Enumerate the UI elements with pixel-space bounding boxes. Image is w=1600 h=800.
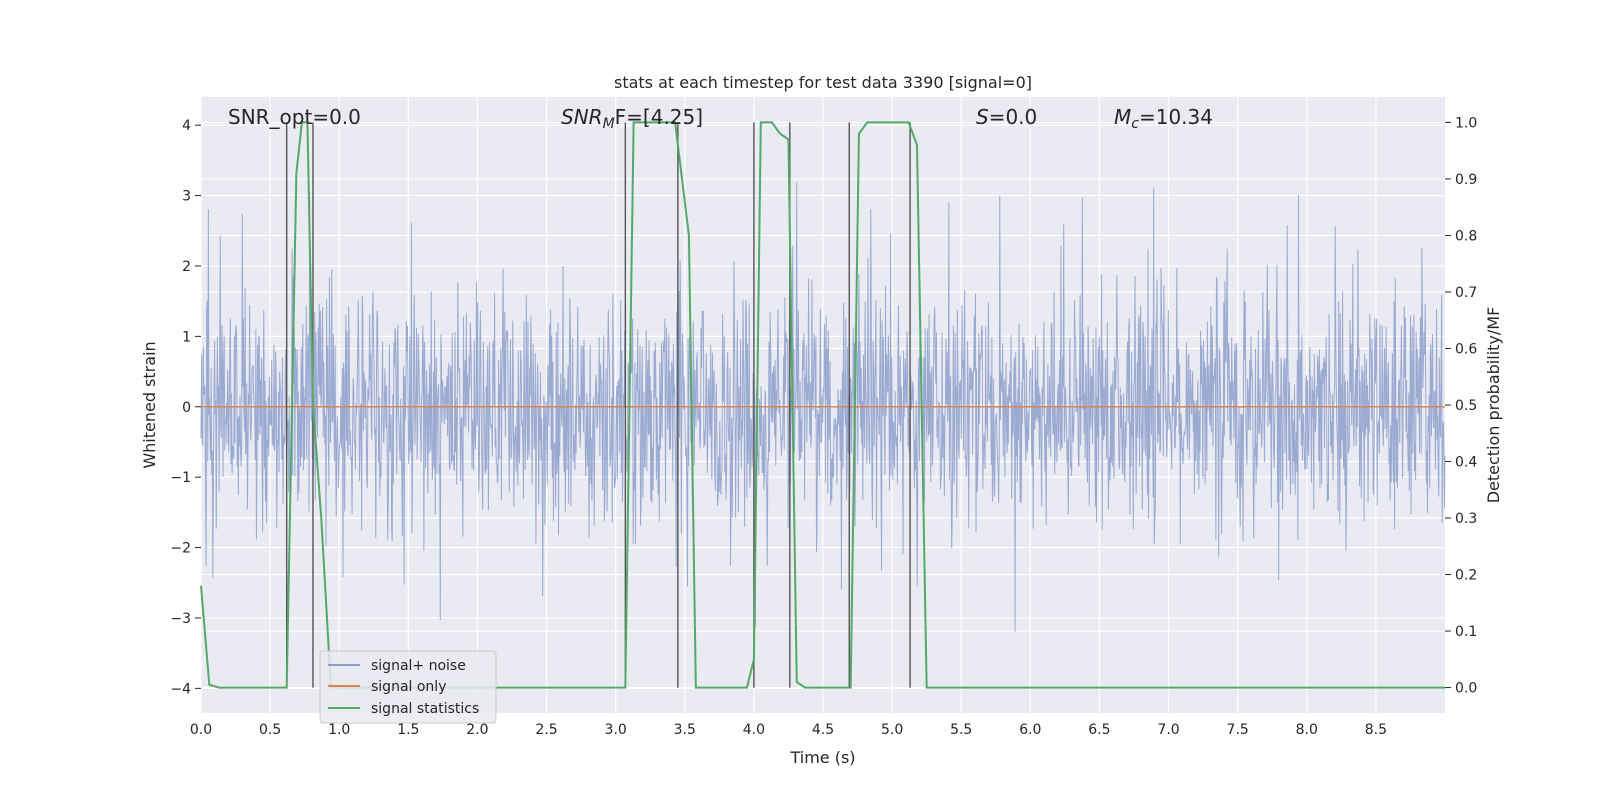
y-right-axis-ticks: 1.0 0.9 0.8 0.7 0.6 0.5 0.4 0.3 0.2 0.1 0.0 — [1445, 115, 1477, 697]
annotation-snr-opt: SNR_opt=0.0 — [228, 105, 361, 129]
y-left-tick-label: 1 — [182, 329, 191, 345]
y-right-tick-label: 0.1 — [1455, 624, 1477, 640]
y-right-tick-label: 0.0 — [1455, 681, 1477, 697]
y-right-tick-label: 0.4 — [1455, 455, 1477, 471]
x-tick-label: 2.0 — [466, 722, 488, 738]
legend-label-signal-noise: signal+ noise — [371, 658, 466, 674]
y-left-axis-label: Whitened strain — [140, 341, 159, 468]
x-tick-label: 6.5 — [1088, 722, 1110, 738]
x-tick-label: 7.5 — [1227, 722, 1249, 738]
annotation-mc-symbol: M — [1114, 105, 1131, 129]
x-tick-label: 3.0 — [605, 722, 627, 738]
y-right-tick-label: 0.9 — [1455, 172, 1477, 188]
x-tick-label: 4.0 — [743, 722, 765, 738]
x-tick-label: 5.0 — [881, 722, 903, 738]
x-tick-label: 1.5 — [397, 722, 419, 738]
annotation-mc: Mc=10.34 — [1114, 105, 1213, 132]
y-left-tick-label: −3 — [170, 611, 191, 627]
x-axis-ticks: 0.0 0.5 1.0 1.5 2.0 2.5 3.0 3.5 4.0 4.5 5.0 5.5 6.0 6… — [190, 722, 1387, 738]
chart-title: stats at each timestep for test data 339… — [614, 73, 1032, 92]
x-tick-label: 2.5 — [535, 722, 557, 738]
legend: signal+ noise signal only signal statist… — [319, 650, 497, 724]
y-right-tick-label: 1.0 — [1455, 115, 1477, 131]
y-left-tick-label: −4 — [170, 681, 191, 697]
y-left-tick-label: 3 — [182, 189, 191, 205]
y-right-axis-label: Detection probability/MF — [1484, 307, 1503, 504]
series-signal-statistics — [200, 121, 1445, 689]
annotation-mc-sub: c — [1131, 116, 1139, 132]
x-tick-label: 8.5 — [1365, 722, 1387, 738]
annotation-mc-rest: =10.34 — [1139, 105, 1213, 129]
y-right-tick-label: 0.3 — [1455, 511, 1477, 527]
x-tick-label: 0.0 — [190, 722, 212, 738]
y-right-tick-label: 0.5 — [1455, 398, 1477, 414]
x-tick-label: 5.5 — [950, 722, 972, 738]
legend-box — [319, 650, 497, 724]
series-signal-noise — [200, 182, 1446, 632]
noise-trace — [200, 182, 1446, 632]
legend-label-signal-only: signal only — [371, 679, 446, 695]
y-right-tick-label: 0.2 — [1455, 568, 1477, 584]
x-tick-label: 3.5 — [674, 722, 696, 738]
x-tick-label: 6.0 — [1019, 722, 1041, 738]
x-tick-label: 0.5 — [259, 722, 281, 738]
y-left-tick-label: 0 — [182, 400, 191, 416]
annotation-snr-mf-main: SNR — [561, 105, 603, 129]
x-tick-label: 7.0 — [1157, 722, 1179, 738]
x-tick-label: 1.0 — [328, 722, 350, 738]
y-right-tick-label: 0.8 — [1455, 228, 1477, 244]
y-left-tick-label: −1 — [170, 470, 191, 486]
y-left-tick-label: −2 — [170, 541, 191, 557]
annotation-snr-mf-rest: F=[4.25] — [615, 105, 703, 129]
y-right-tick-label: 0.6 — [1455, 341, 1477, 357]
y-left-axis-ticks: 4 3 2 1 0 −1 −2 −3 −4 — [170, 118, 201, 697]
y-left-tick-label: 2 — [182, 259, 191, 275]
legend-label-signal-statistics: signal statistics — [371, 701, 479, 717]
annotation-s-symbol: S — [976, 105, 989, 129]
annotation-s: S=0.0 — [976, 105, 1037, 129]
y-left-tick-label: 4 — [182, 118, 191, 134]
x-axis-label: Time (s) — [789, 748, 855, 767]
x-tick-label: 4.5 — [812, 722, 834, 738]
annotation-snr-mf: SNRMF=[4.25] — [561, 105, 703, 132]
x-tick-label: 8.0 — [1296, 722, 1318, 738]
annotation-snr-mf-sub: M — [603, 116, 615, 132]
annotation-s-rest: =0.0 — [989, 105, 1038, 129]
y-right-tick-label: 0.7 — [1455, 285, 1477, 301]
